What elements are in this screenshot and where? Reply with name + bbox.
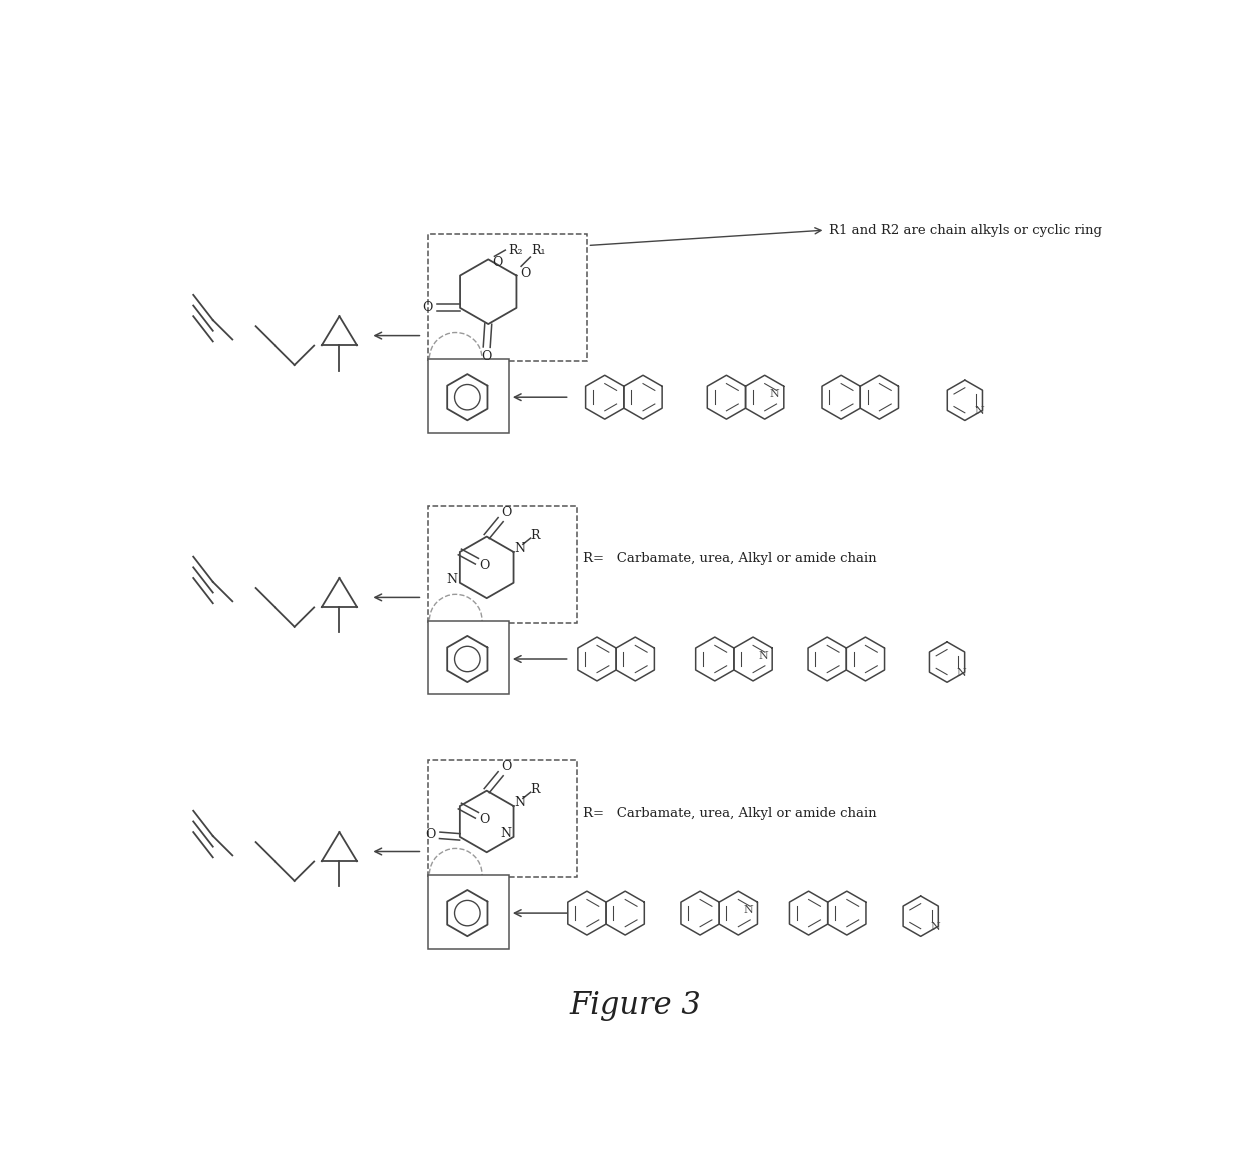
Text: O: O — [502, 507, 512, 519]
FancyBboxPatch shape — [428, 759, 577, 877]
Text: O: O — [425, 829, 435, 841]
Text: N: N — [446, 574, 458, 586]
Text: R: R — [531, 782, 539, 795]
FancyBboxPatch shape — [428, 234, 587, 361]
Text: O: O — [520, 267, 531, 279]
Text: R=   Carbamate, urea, Alkyl or amide chain: R= Carbamate, urea, Alkyl or amide chain — [583, 807, 877, 819]
Text: R: R — [531, 529, 539, 541]
Text: N: N — [758, 651, 768, 661]
Text: R₂: R₂ — [508, 243, 522, 256]
Text: Figure 3: Figure 3 — [569, 990, 702, 1021]
Text: R=   Carbamate, urea, Alkyl or amide chain: R= Carbamate, urea, Alkyl or amide chain — [583, 553, 877, 565]
Text: N: N — [956, 668, 966, 679]
Text: O: O — [480, 560, 490, 572]
Text: O: O — [480, 814, 490, 826]
FancyBboxPatch shape — [428, 505, 577, 623]
Text: R1 and R2 are chain alkyls or cyclic ring: R1 and R2 are chain alkyls or cyclic rin… — [830, 224, 1102, 237]
Text: O: O — [423, 301, 433, 314]
Text: N: N — [975, 406, 985, 417]
Text: N: N — [744, 905, 753, 915]
Text: N: N — [515, 541, 526, 555]
Text: O: O — [492, 256, 502, 269]
FancyBboxPatch shape — [428, 876, 510, 949]
Text: N: N — [770, 389, 780, 399]
Text: R₁: R₁ — [531, 245, 546, 257]
Text: N: N — [500, 827, 511, 840]
Text: O: O — [481, 350, 492, 362]
Text: O: O — [502, 760, 512, 773]
Text: N: N — [930, 922, 940, 932]
FancyBboxPatch shape — [428, 359, 510, 433]
FancyBboxPatch shape — [428, 621, 510, 695]
Text: N: N — [515, 796, 526, 809]
